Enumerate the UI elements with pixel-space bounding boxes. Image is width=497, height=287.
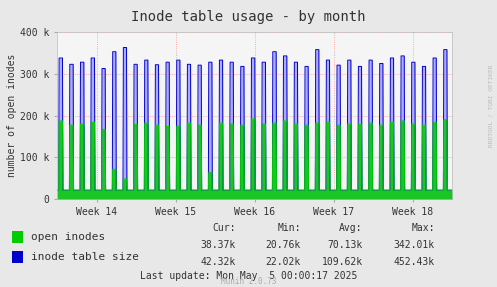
Text: 38.37k: 38.37k xyxy=(201,240,236,249)
Text: open inodes: open inodes xyxy=(31,232,105,242)
Text: Min:: Min: xyxy=(277,223,301,233)
Text: Munin 2.0.73: Munin 2.0.73 xyxy=(221,277,276,286)
Text: RRDTOOL / TOBI OETIKER: RRDTOOL / TOBI OETIKER xyxy=(489,65,494,148)
Text: Cur:: Cur: xyxy=(213,223,236,233)
Text: 42.32k: 42.32k xyxy=(201,257,236,267)
Text: inode table size: inode table size xyxy=(31,252,139,262)
Text: Avg:: Avg: xyxy=(339,223,363,233)
Text: 22.02k: 22.02k xyxy=(265,257,301,267)
Text: 20.76k: 20.76k xyxy=(265,240,301,249)
Text: 452.43k: 452.43k xyxy=(394,257,435,267)
Text: Last update: Mon May  5 00:00:17 2025: Last update: Mon May 5 00:00:17 2025 xyxy=(140,271,357,281)
Text: 70.13k: 70.13k xyxy=(328,240,363,249)
Text: 109.62k: 109.62k xyxy=(322,257,363,267)
Text: Inode table usage - by month: Inode table usage - by month xyxy=(131,10,366,24)
Y-axis label: number of open inodes: number of open inodes xyxy=(7,54,17,177)
Text: Max:: Max: xyxy=(412,223,435,233)
Text: 342.01k: 342.01k xyxy=(394,240,435,249)
